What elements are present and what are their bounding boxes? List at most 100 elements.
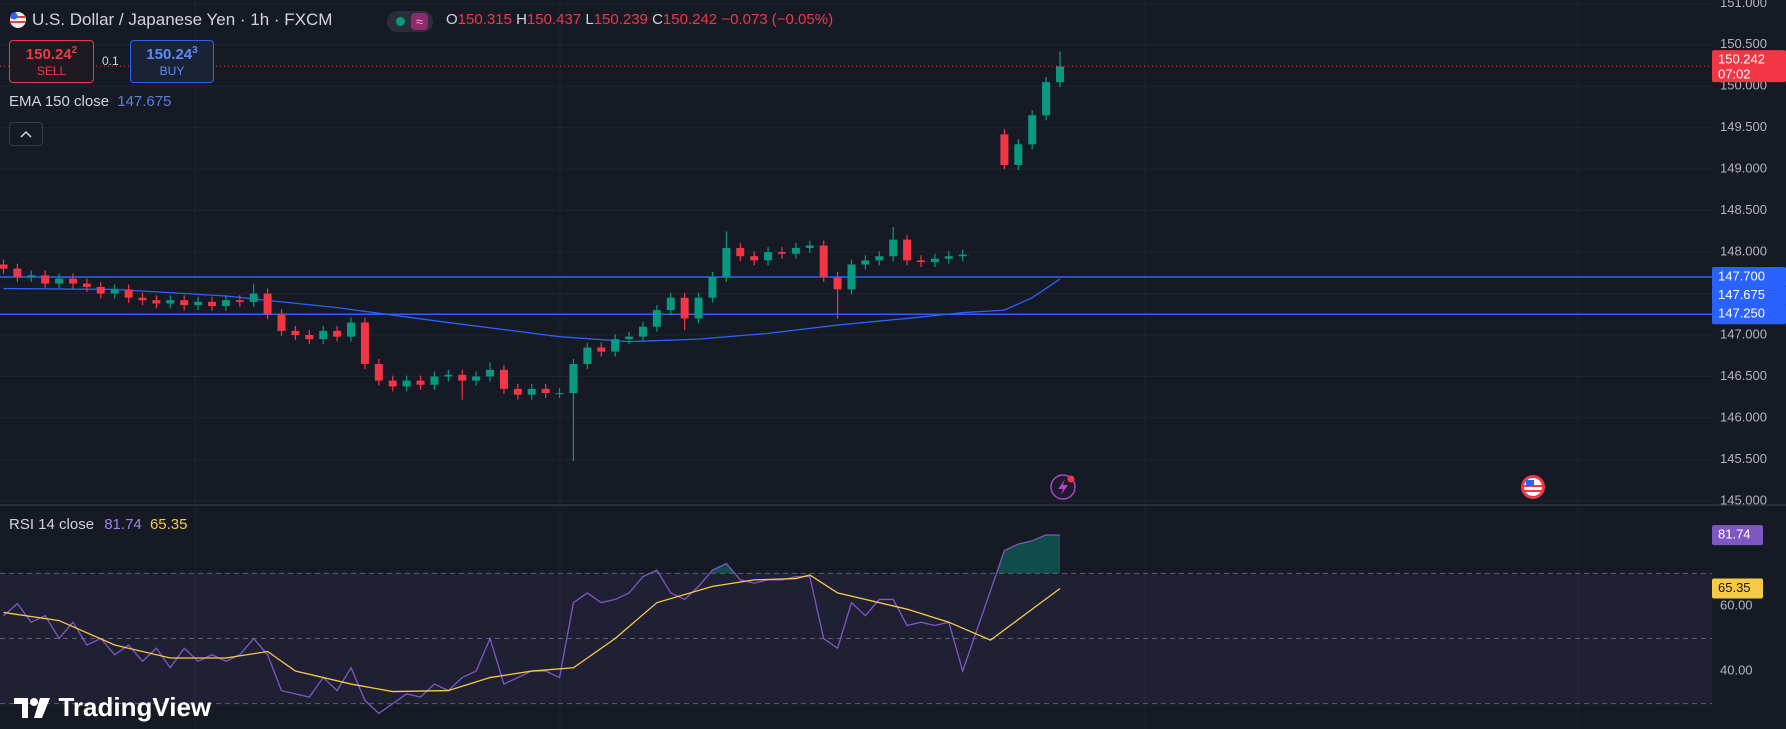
candle-body [861,260,870,265]
price-tag [1712,285,1786,306]
order-quantity[interactable]: 0.1 [102,54,119,68]
ohlc-value: 150.437 [526,11,582,28]
buy-button[interactable]: 150.243 BUY [130,40,214,83]
candle-body [388,380,397,387]
candle-body [916,260,925,263]
collapse-button[interactable] [9,122,43,146]
candle-body [333,330,342,337]
economic-event-icon[interactable] [1521,475,1545,499]
candle-body [416,380,425,385]
price-tag [1712,266,1786,287]
candle-body [513,388,522,395]
event-icon[interactable] [1050,474,1076,500]
candle-body [764,252,773,261]
buy-label: BUY [159,64,185,78]
ohlc-value: 150.315 [457,11,512,28]
candle-body [875,256,884,261]
rsi-legend: RSI 14 close 81.74 65.35 [9,516,187,533]
candle-body [958,254,967,257]
ohlc-label: C [652,11,663,28]
candle-body [221,300,230,306]
candle-body [0,264,8,269]
price-tag-label: 150.242 [1718,52,1765,67]
rsi-name: RSI 14 close [9,516,95,533]
y-tick-label: 148.500 [1720,202,1767,217]
candle-body [27,275,36,277]
candle-body [458,374,467,381]
candle-body [708,276,717,298]
candle-body [1000,134,1009,166]
candle-body [611,339,620,352]
flag-icon [10,12,26,28]
candle-body [750,256,759,261]
buy-pip: 3 [192,45,198,56]
indicator-name: EMA 150 close [9,93,110,110]
price-tag-label: 147.700 [1718,268,1765,283]
ohlc-label: L [585,11,594,28]
candle-body [944,256,953,259]
candle-body [13,268,22,277]
candle-body [180,300,189,306]
rsi-line [3,534,1061,715]
candle-body [166,300,175,304]
candle-body [527,388,536,395]
candle-body [110,289,119,294]
candle-body [791,247,800,254]
candle-body [82,283,91,287]
candle-body [291,330,300,336]
branding-logo [14,697,50,718]
y-tick-label: 40.00 [1720,662,1753,677]
price-tag-label: 81.74 [1718,527,1751,542]
candle-body [472,376,481,381]
data-status-icon: ≈ [411,13,428,30]
symbol-title[interactable]: U.S. Dollar / Japanese Yen · 1h · FXCM [32,10,333,29]
candle-body [41,275,50,284]
candle-body [96,286,105,294]
candle-body [805,245,814,248]
candle-body [235,300,244,302]
y-tick-label: 145.000 [1720,492,1767,507]
candle-body [499,369,508,389]
sell-button[interactable]: 150.242 SELL [9,40,94,83]
price-tag-label: 147.675 [1718,287,1765,302]
candle-body [444,374,453,377]
symbol-flag [9,11,27,34]
y-tick-label: 145.500 [1720,451,1767,466]
candle-body [138,297,147,301]
branding[interactable]: TradingView [14,692,211,723]
rsi-line [3,574,1061,693]
y-tick-label: 147.000 [1720,326,1767,341]
y-tick-label: 60.00 [1720,597,1753,612]
price-tag-label: 65.35 [1718,580,1751,595]
price-tag-label: 147.250 [1718,306,1765,321]
candle-body [777,252,786,254]
candle-body [430,376,439,385]
indicator-legend: EMA 150 close 147.675 [9,93,171,110]
candle-body [694,297,703,319]
market-status-dot [396,17,405,26]
price-tag [1712,304,1786,325]
candle-body [1056,66,1065,83]
sell-label: SELL [36,64,67,78]
candle-body [569,364,578,394]
ohlc-label: O [446,11,458,28]
price-tag [1712,578,1763,599]
candle-body [541,388,550,394]
candle-body [263,293,272,315]
candle-body [1042,82,1051,116]
sell-pip: 2 [71,45,78,56]
price-tag-label: 07:02 [1718,67,1751,82]
candle-body [249,293,258,302]
y-tick-label: 146.000 [1720,409,1767,424]
candle-body [208,301,217,306]
price-tag [1712,50,1786,83]
candle-body [819,245,828,277]
y-tick-label: 146.500 [1720,368,1767,383]
candle-body [374,364,383,381]
candle-body [305,335,314,340]
candle-body [360,322,369,365]
candle-body [597,347,606,352]
status-pill: ≈ [387,11,433,32]
